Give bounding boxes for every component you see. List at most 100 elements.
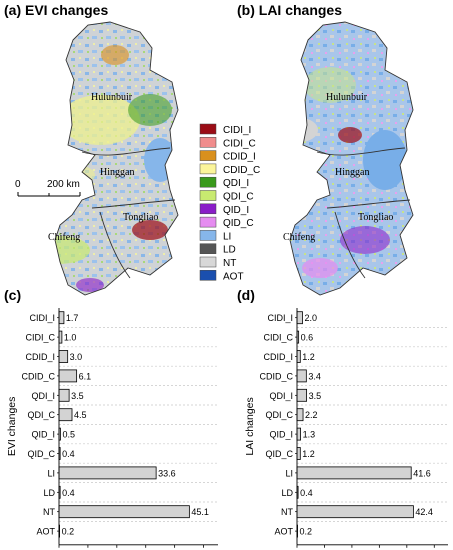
chart-c-y-axis-label: EVI changes xyxy=(6,397,18,457)
chart-c-data-label: 0.4 xyxy=(62,488,75,498)
chart-c-bar-cdid_i xyxy=(58,350,69,363)
legend-swatch-qdi_c xyxy=(199,190,217,201)
chart-d-bar-cidi_i xyxy=(296,311,303,325)
chart-d-bar-cdid_c xyxy=(296,369,307,383)
chart-d-category-label: CDID_I xyxy=(263,352,293,362)
legend-swatch-cidi_c xyxy=(199,137,217,148)
chart-c-data-label: 3.0 xyxy=(70,352,83,362)
legend-label-cdid_i: CDID_I xyxy=(223,152,256,163)
legend-swatch-qid_i xyxy=(199,203,217,215)
chart-c-category-label: LI xyxy=(47,468,55,478)
legend-label-cidi_c: CIDI_C xyxy=(223,138,256,149)
chart-d-bar-qid_c xyxy=(296,447,301,460)
chart-c-category-label: QDI_C xyxy=(27,410,55,420)
chart-d-data-label: 1.2 xyxy=(302,352,315,362)
chart-c-data-label: 0.2 xyxy=(62,527,75,537)
map-lai-changes xyxy=(289,21,414,296)
chart-c-bar-cidi_i xyxy=(58,311,65,325)
map-a-label-hinggan: Hinggan xyxy=(100,167,134,178)
chart-c-data-label: 45.1 xyxy=(191,507,209,517)
legend-swatch-qid_c xyxy=(199,216,217,228)
chart-d-category-label: CIDI_C xyxy=(263,333,293,343)
chart-d-data-label: 41.6 xyxy=(413,468,431,478)
chart-lai-changes: CIDI_I 2.0 CIDI_C 0.6 CDID_I 1.2 CDID_C 3.4 QDI_… xyxy=(244,308,448,550)
chart-d-data-label: 0.2 xyxy=(300,527,313,537)
panel-b-title: (b) LAI changes xyxy=(237,2,342,18)
scale-bar: 0 200 km xyxy=(15,179,81,197)
legend-swatch-li xyxy=(199,230,217,241)
chart-c-data-label: 0.4 xyxy=(62,449,75,459)
chart-d-category-label: QID_C xyxy=(265,449,293,459)
legend-swatch-ld xyxy=(199,243,217,254)
panel-a-title: (a) EVI changes xyxy=(4,2,108,18)
legend-swatch-cdid_i xyxy=(199,150,217,161)
map-a-label-chifeng: Chifeng xyxy=(48,232,80,243)
chart-d-category-label: CDID_C xyxy=(259,371,293,381)
chart-d-data-label: 42.4 xyxy=(415,507,433,517)
chart-c-category-label: CIDI_C xyxy=(25,333,55,343)
chart-c-category-label: CDID_I xyxy=(25,352,55,362)
legend-label-qdi_i: QDI_I xyxy=(223,178,249,189)
chart-c-category-label: QID_I xyxy=(31,430,55,440)
legend-label-li: LI xyxy=(223,231,231,242)
chart-c-data-label: 1.0 xyxy=(64,333,77,343)
legend-label-cdid_c: CDID_C xyxy=(223,165,260,176)
chart-c-category-label: CDID_C xyxy=(21,371,55,381)
chart-c-data-label: 33.6 xyxy=(158,468,176,478)
legend-swatch-aot xyxy=(199,270,217,281)
legend-label-qdi_c: QDI_C xyxy=(223,192,254,203)
legend-swatch-qdi_i xyxy=(199,176,217,188)
chart-c-category-label: QDI_I xyxy=(31,391,55,401)
chart-d-bar-qdi_i xyxy=(296,388,308,402)
chart-c-category-label: CIDI_I xyxy=(29,313,55,323)
map-a-label-tongliao: Tongliao xyxy=(123,212,158,223)
scale-bar-zero: 0 xyxy=(15,179,21,190)
chart-d-data-label: 2.0 xyxy=(304,313,317,323)
chart-c-bar-cdid_c xyxy=(58,369,78,383)
legend-label-ld: LD xyxy=(223,245,236,256)
chart-d-category-label: AOT xyxy=(274,527,293,537)
map-evi-changes xyxy=(54,21,179,296)
legend-label-aot: AOT xyxy=(223,271,244,282)
legend-label-qid_i: QID_I xyxy=(223,205,249,216)
chart-c-category-label: LD xyxy=(43,488,55,498)
chart-d-category-label: QDI_C xyxy=(265,410,293,420)
legend-label-nt: NT xyxy=(223,258,236,269)
chart-c-bar-qdi_c xyxy=(58,408,73,422)
legend-label-cidi_i: CIDI_I xyxy=(223,125,251,136)
chart-d-bar-li xyxy=(296,466,412,480)
chart-c-data-label: 4.5 xyxy=(74,410,87,420)
map-b-label-hulunbuir: Hulunbuir xyxy=(326,92,368,103)
chart-c-data-label: 0.5 xyxy=(62,430,75,440)
chart-d-bar-nt xyxy=(296,505,414,519)
chart-d-category-label: QDI_I xyxy=(269,391,293,401)
chart-d-category-label: NT xyxy=(281,507,293,517)
chart-c-category-label: NT xyxy=(43,507,55,517)
chart-d-category-label: LI xyxy=(285,468,293,478)
panel-d-title: (d) xyxy=(237,287,255,303)
chart-d-data-label: 2.2 xyxy=(305,410,318,420)
chart-c-data-label: 3.5 xyxy=(71,391,84,401)
chart-c-data-label: 6.1 xyxy=(79,371,92,381)
map-b-label-hinggan: Hinggan xyxy=(335,167,369,178)
chart-d-y-axis-label: LAI changes xyxy=(244,397,256,455)
legend-swatch-cidi_i xyxy=(199,123,217,135)
chart-c-bar-qdi_i xyxy=(58,388,70,402)
chart-d-bar-qdi_c xyxy=(296,408,304,422)
chart-d-bar-qid_i xyxy=(296,427,301,441)
legend-swatch-cdid_c xyxy=(199,163,217,175)
chart-d-data-label: 3.5 xyxy=(309,391,322,401)
panel-c-title: (c) xyxy=(4,287,21,303)
chart-d-data-label: 3.4 xyxy=(308,371,321,381)
chart-d-data-label: 0.6 xyxy=(301,333,314,343)
chart-c-data-label: 1.7 xyxy=(66,313,79,323)
chart-evi-changes: CIDI_I 1.7 CIDI_C 1.0 CDID_I 3.0 CDID_C 6.1 QDI_… xyxy=(6,308,218,550)
chart-c-category-label: AOT xyxy=(36,527,55,537)
chart-d-bar-cdid_i xyxy=(296,350,301,363)
legend: CIDI_I CIDI_C CDID_I CDID_C QDI_I QDI_C QID_I Q… xyxy=(199,123,260,282)
map-b-label-tongliao: Tongliao xyxy=(358,212,393,223)
chart-d-category-label: LD xyxy=(281,488,293,498)
chart-d-category-label: CIDI_I xyxy=(267,313,293,323)
chart-d-data-label: 1.2 xyxy=(302,449,315,459)
